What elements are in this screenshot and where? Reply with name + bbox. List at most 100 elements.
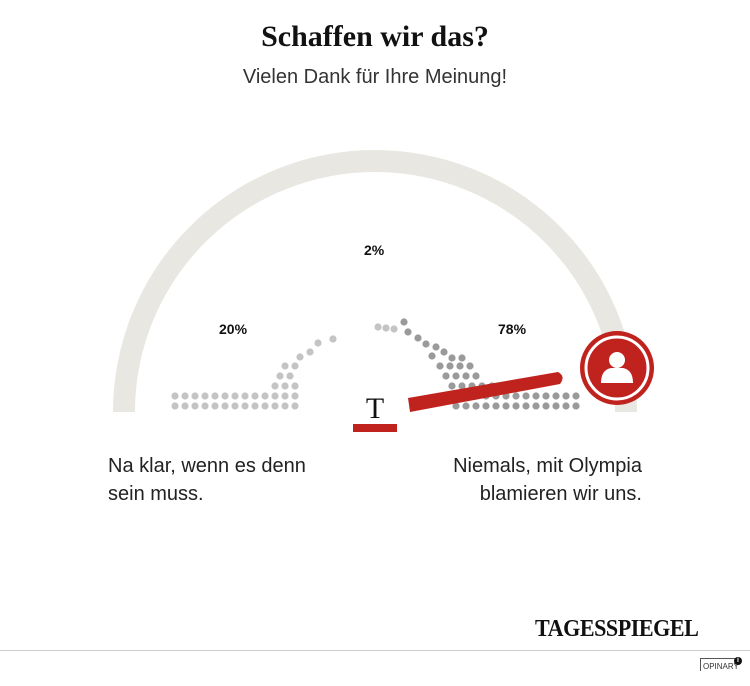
- vote-dot: [404, 328, 412, 336]
- vote-dot: [296, 353, 304, 361]
- vote-dot: [291, 392, 299, 400]
- vote-dot: [251, 392, 259, 400]
- vote-dot: [251, 402, 259, 410]
- vote-dot: [562, 402, 570, 410]
- vote-dot: [382, 324, 390, 332]
- opinary-link[interactable]: OPINARY: [700, 658, 741, 671]
- vote-dot: [446, 362, 454, 370]
- vote-dot: [522, 392, 530, 400]
- user-vote-button[interactable]: [580, 331, 654, 405]
- vote-dot: [532, 392, 540, 400]
- vote-dot: [422, 340, 430, 348]
- info-icon[interactable]: i: [734, 657, 742, 665]
- vote-dot: [329, 335, 337, 343]
- vote-dot: [271, 402, 279, 410]
- vote-dot: [552, 392, 560, 400]
- vote-dot: [552, 402, 560, 410]
- vote-dot: [276, 372, 284, 380]
- user-icon: [601, 352, 633, 383]
- vote-dot: [482, 402, 490, 410]
- vote-dot: [462, 402, 470, 410]
- vote-dot: [281, 392, 289, 400]
- vote-dot: [271, 392, 279, 400]
- vote-dot: [436, 362, 444, 370]
- vote-dot: [432, 343, 440, 351]
- vote-dot: [572, 392, 580, 400]
- vote-dot: [211, 402, 219, 410]
- vote-dot: [502, 402, 510, 410]
- vote-dot: [241, 392, 249, 400]
- vote-dot: [572, 402, 580, 410]
- vote-dot: [448, 354, 456, 362]
- vote-dot: [456, 362, 464, 370]
- vote-dot: [562, 392, 570, 400]
- poll-subtitle: Vielen Dank für Ihre Meinung!: [242, 66, 508, 88]
- vote-dot: [472, 402, 480, 410]
- tagesspiegel-logo: TAGESSPIEGEL: [535, 616, 699, 642]
- vote-dot: [414, 334, 422, 342]
- vote-dot: [291, 402, 299, 410]
- vote-dot: [261, 402, 269, 410]
- vote-dot: [291, 382, 299, 390]
- vote-dot: [171, 392, 179, 400]
- result-right-percent: 78%: [498, 321, 527, 337]
- vote-dot: [281, 402, 289, 410]
- vote-dot: [231, 402, 239, 410]
- answer-right[interactable]: Niemals, mit Olympia blamieren wir uns.: [453, 452, 642, 508]
- vote-dot: [221, 402, 229, 410]
- vote-dot: [314, 339, 322, 347]
- vote-dot: [440, 348, 448, 356]
- vote-dot: [442, 372, 450, 380]
- vote-dot: [181, 402, 189, 410]
- vote-dot: [374, 323, 382, 331]
- answer-left-line1: Na klar, wenn es denn: [108, 455, 306, 477]
- vote-dot: [171, 402, 179, 410]
- vote-dot: [261, 392, 269, 400]
- vote-dot: [542, 392, 550, 400]
- vote-dot: [532, 402, 540, 410]
- footer-divider: [0, 650, 750, 651]
- vote-dot: [271, 382, 279, 390]
- vote-dot: [231, 392, 239, 400]
- vote-dot: [512, 392, 520, 400]
- logo-mark: T: [366, 392, 384, 425]
- vote-dot: [191, 402, 199, 410]
- vote-dot: [452, 402, 460, 410]
- vote-dot: [458, 382, 466, 390]
- vote-dot: [286, 372, 294, 380]
- vote-dot: [466, 362, 474, 370]
- vote-dot: [542, 402, 550, 410]
- vote-dot: [428, 352, 436, 360]
- gauge-arc: [113, 150, 637, 413]
- vote-dot: [211, 392, 219, 400]
- vote-dot: [448, 382, 456, 390]
- vote-dot: [241, 402, 249, 410]
- vote-dot: [306, 348, 314, 356]
- vote-dot: [281, 362, 289, 370]
- vote-dot: [191, 392, 199, 400]
- vote-dot: [390, 325, 398, 333]
- vote-dot: [522, 402, 530, 410]
- vote-dot: [462, 372, 470, 380]
- vote-dot: [281, 382, 289, 390]
- vote-dot: [201, 402, 209, 410]
- answer-right-line2: blamieren wir uns.: [479, 483, 642, 505]
- answer-left[interactable]: Na klar, wenn es denn sein muss.: [108, 452, 306, 508]
- vote-dot: [221, 392, 229, 400]
- logo-mark-underline: [353, 424, 397, 432]
- answer-right-line1: Niemals, mit Olympia: [453, 455, 642, 477]
- vote-dot: [291, 362, 299, 370]
- gauge: T: [113, 150, 654, 432]
- result-middle-percent: 2%: [364, 242, 385, 258]
- vote-dot: [181, 392, 189, 400]
- result-left-percent: 20%: [219, 321, 248, 337]
- vote-dot: [492, 402, 500, 410]
- vote-dot: [458, 354, 466, 362]
- poll-title: Schaffen wir das?: [261, 20, 489, 53]
- vote-dot: [201, 392, 209, 400]
- needle: [408, 372, 563, 412]
- vote-dot: [400, 318, 408, 326]
- vote-dot: [472, 372, 480, 380]
- vote-dot: [452, 372, 460, 380]
- vote-dot: [512, 402, 520, 410]
